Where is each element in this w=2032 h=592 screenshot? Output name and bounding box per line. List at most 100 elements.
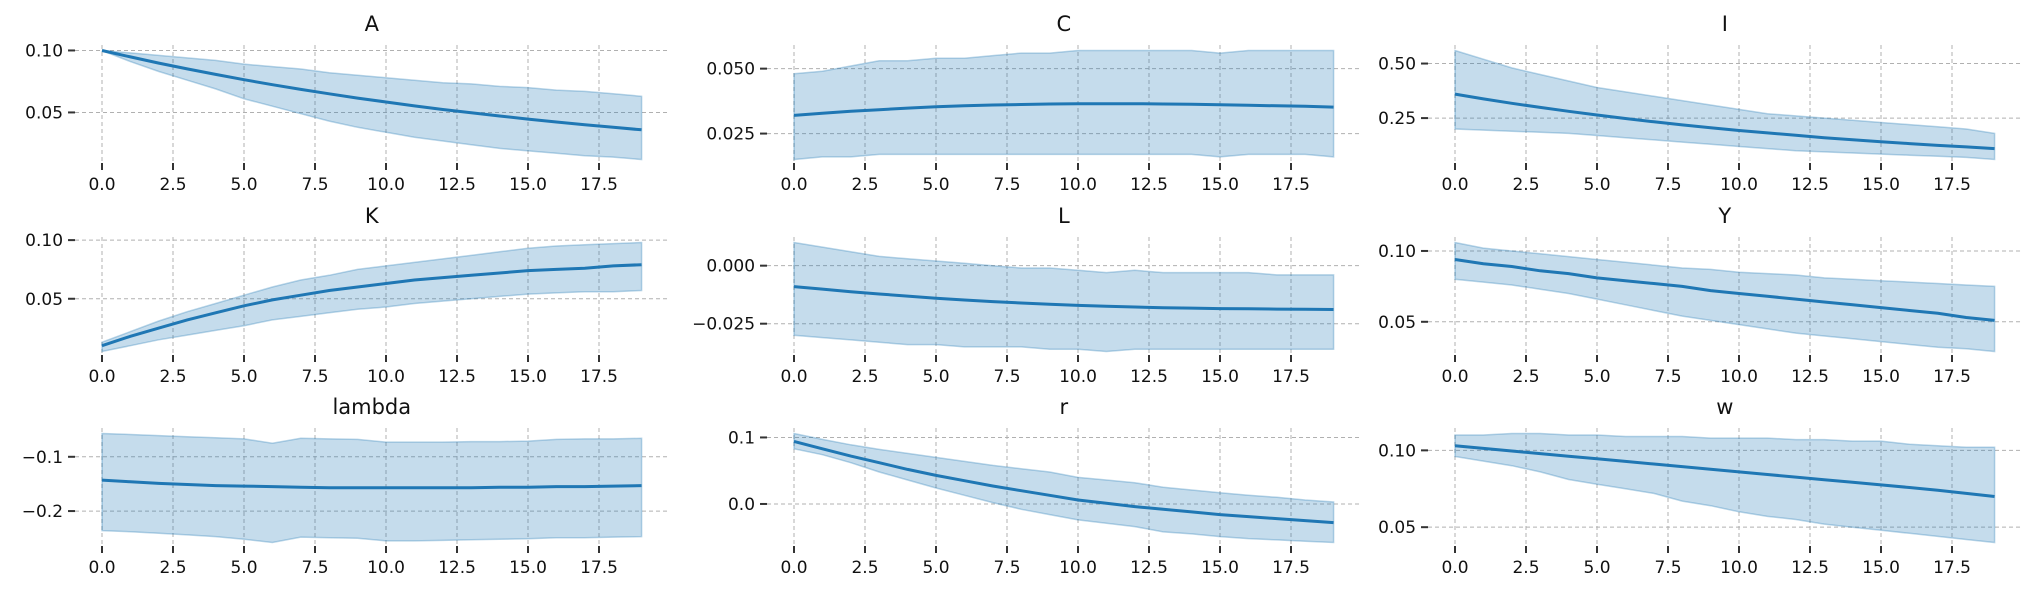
- x-tick-label: 10.0: [1720, 175, 1758, 195]
- x-tick-label: 2.5: [851, 367, 878, 387]
- x-tick-label: 10.0: [367, 175, 405, 195]
- y-tick-label: 0.1: [728, 428, 755, 448]
- subplot-title: r: [1059, 395, 1068, 419]
- y-tick-label: 0.05: [25, 103, 63, 123]
- x-tick-label: 17.5: [580, 367, 618, 387]
- x-tick-label: 17.5: [1272, 367, 1310, 387]
- credible-band: [101, 241, 643, 353]
- y-tick-label: 0.50: [1378, 55, 1416, 75]
- x-tick-label: 15.0: [1201, 367, 1239, 387]
- x-tick-label: 5.0: [1583, 367, 1610, 387]
- subplot-lambda: lambda 0.0 2.5 5.0 7.5 10.0 12.5 15.0 17.5 −0.1 −0…: [22, 395, 669, 578]
- x-tick-label: 12.5: [1791, 175, 1829, 195]
- x-tick-label: 10.0: [1059, 175, 1097, 195]
- x-tick-label: 7.5: [993, 558, 1020, 578]
- mean-line: [793, 102, 1334, 117]
- x-tick-label: 15.0: [509, 175, 547, 195]
- credible-band: [1454, 49, 1996, 161]
- x-tick-label: 7.5: [993, 367, 1020, 387]
- x-tick-label: 2.5: [159, 175, 186, 195]
- x-tick-label: 10.0: [1059, 367, 1097, 387]
- x-tick-label: 2.5: [1512, 175, 1539, 195]
- y-tick-label: 0.10: [25, 231, 63, 251]
- x-tick-label: 10.0: [367, 558, 405, 578]
- x-tick-label: 0.0: [1441, 558, 1468, 578]
- mean-line: [101, 478, 642, 490]
- x-tick-label: 17.5: [580, 175, 618, 195]
- subplot-Y: Y 0.0 2.5 5.0 7.5 10.0 12.5 15.0 17.5 0.10 0.05: [1378, 204, 2022, 387]
- x-tick-label: 15.0: [1201, 558, 1239, 578]
- x-tick-label: 10.0: [1720, 558, 1758, 578]
- subplot-title: lambda: [332, 395, 411, 419]
- y-tick-label: 0.05: [1378, 313, 1416, 333]
- credible-band: [793, 432, 1335, 544]
- x-tick-label: 10.0: [367, 367, 405, 387]
- x-tick-label: 12.5: [438, 175, 476, 195]
- x-tick-label: 2.5: [159, 367, 186, 387]
- x-tick-label: 7.5: [993, 175, 1020, 195]
- x-tick-label: 5.0: [922, 558, 949, 578]
- x-tick-label: 2.5: [851, 175, 878, 195]
- x-tick-label: 17.5: [1933, 558, 1971, 578]
- x-tick-label: 12.5: [1130, 367, 1168, 387]
- x-tick-label: 17.5: [580, 558, 618, 578]
- x-tick-label: 7.5: [1654, 175, 1681, 195]
- x-tick-label: 15.0: [509, 367, 547, 387]
- x-tick-label: 0.0: [780, 558, 807, 578]
- x-tick-label: 5.0: [230, 175, 257, 195]
- x-tick-label: 0.0: [1441, 175, 1468, 195]
- x-tick-label: 12.5: [1791, 558, 1829, 578]
- subplot-I: I 0.0 2.5 5.0 7.5 10.0 12.5 15.0 17.5 0.50 0.25: [1378, 12, 2022, 195]
- x-tick-label: 7.5: [301, 367, 328, 387]
- subplot-C: C 0.0 2.5 5.0 7.5 10.0 12.5 15.0 17.5 0.050 0.025: [706, 12, 1361, 195]
- x-tick-label: 5.0: [230, 558, 257, 578]
- y-tick-label: −0.025: [692, 315, 755, 335]
- x-tick-label: 7.5: [301, 558, 328, 578]
- x-tick-label: 12.5: [438, 367, 476, 387]
- credible-band: [1454, 432, 1996, 544]
- mean-line: [793, 439, 1334, 525]
- mean-line: [793, 285, 1334, 311]
- subplot-title: A: [365, 12, 380, 36]
- x-tick-label: 0.0: [780, 175, 807, 195]
- subplot-title: C: [1056, 12, 1071, 36]
- x-tick-label: 5.0: [922, 175, 949, 195]
- x-tick-label: 12.5: [1130, 175, 1168, 195]
- x-tick-label: 2.5: [159, 558, 186, 578]
- x-tick-label: 5.0: [922, 367, 949, 387]
- x-tick-label: 2.5: [1512, 367, 1539, 387]
- y-tick-label: 0.050: [706, 60, 755, 80]
- x-tick-label: 0.0: [88, 175, 115, 195]
- x-tick-label: 15.0: [1862, 367, 1900, 387]
- x-tick-label: 2.5: [851, 558, 878, 578]
- x-tick-label: 5.0: [230, 367, 257, 387]
- subplot-title: Y: [1717, 204, 1731, 228]
- mean-line: [1454, 258, 1995, 322]
- x-tick-label: 2.5: [1512, 558, 1539, 578]
- y-tick-label: 0.10: [25, 41, 63, 61]
- subplot-title: K: [365, 204, 380, 228]
- x-tick-label: 12.5: [1791, 367, 1829, 387]
- subplot-w: w 0.0 2.5 5.0 7.5 10.0 12.5 15.0 17.5 0.10 0.05: [1378, 395, 2022, 578]
- y-tick-label: −0.1: [22, 448, 63, 468]
- mean-line: [101, 49, 642, 132]
- subplot-title: I: [1722, 12, 1728, 36]
- x-tick-label: 17.5: [1933, 175, 1971, 195]
- y-tick-label: 0.25: [1378, 109, 1416, 129]
- y-tick-label: −0.2: [22, 502, 63, 522]
- y-tick-label: 0.05: [25, 290, 63, 310]
- mean-line: [1454, 444, 1995, 498]
- x-tick-label: 10.0: [1720, 367, 1758, 387]
- subplot-title: L: [1058, 204, 1070, 228]
- x-tick-label: 0.0: [88, 558, 115, 578]
- x-tick-label: 12.5: [1130, 558, 1168, 578]
- credible-band: [1454, 241, 1996, 353]
- x-tick-label: 7.5: [1654, 367, 1681, 387]
- x-tick-label: 5.0: [1583, 558, 1610, 578]
- x-tick-label: 15.0: [509, 558, 547, 578]
- x-tick-label: 17.5: [1272, 175, 1310, 195]
- y-tick-label: 0.10: [1378, 242, 1416, 262]
- x-tick-label: 17.5: [1272, 558, 1310, 578]
- x-tick-label: 0.0: [780, 367, 807, 387]
